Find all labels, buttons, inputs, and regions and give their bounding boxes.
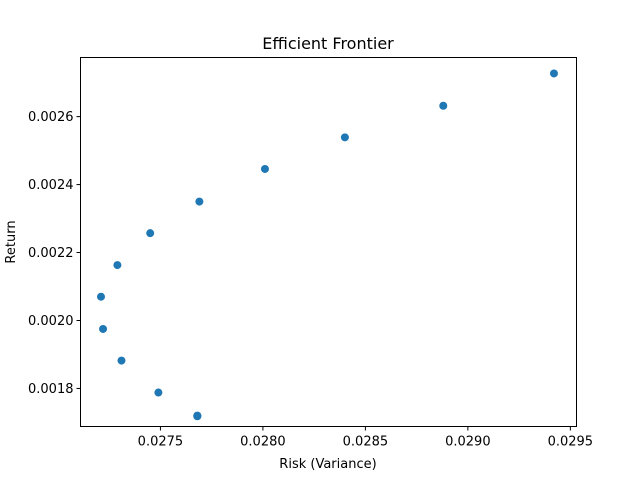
y-axis-label: Return xyxy=(4,220,19,263)
scatter-points xyxy=(96,69,558,421)
scatter-point xyxy=(154,388,163,397)
y-tick-label: 0.0024 xyxy=(28,178,74,193)
x-tick-label: 0.0285 xyxy=(343,435,389,450)
scatter-point xyxy=(113,261,122,270)
x-axis-label: Risk (Variance) xyxy=(279,457,376,472)
chart-title: Efficient Frontier xyxy=(262,34,394,53)
x-tick-label: 0.0295 xyxy=(548,435,594,450)
scatter-point xyxy=(260,164,269,173)
scatter-point xyxy=(96,292,105,301)
y-tick-label: 0.0020 xyxy=(28,314,74,329)
y-axis: 0.0018 0.0020 0.0022 0.0024 0.0026 xyxy=(28,110,81,397)
scatter-point xyxy=(340,133,349,142)
y-tick-label: 0.0018 xyxy=(28,382,74,397)
scatter-point xyxy=(146,229,155,238)
y-tick-label: 0.0022 xyxy=(28,246,74,261)
scatter-point xyxy=(193,411,202,420)
x-tick-label: 0.0280 xyxy=(240,435,286,450)
scatter-point xyxy=(549,69,558,78)
scatter-point xyxy=(117,356,126,365)
x-axis: 0.0275 0.0280 0.0285 0.0290 0.0295 xyxy=(138,426,594,450)
y-tick-label: 0.0026 xyxy=(28,110,74,125)
scatter-point xyxy=(439,101,448,110)
plot-frame xyxy=(80,57,577,427)
scatter-point xyxy=(195,197,204,206)
scatter-point xyxy=(99,324,108,333)
x-tick-label: 0.0275 xyxy=(138,435,184,450)
x-tick-label: 0.0290 xyxy=(445,435,491,450)
